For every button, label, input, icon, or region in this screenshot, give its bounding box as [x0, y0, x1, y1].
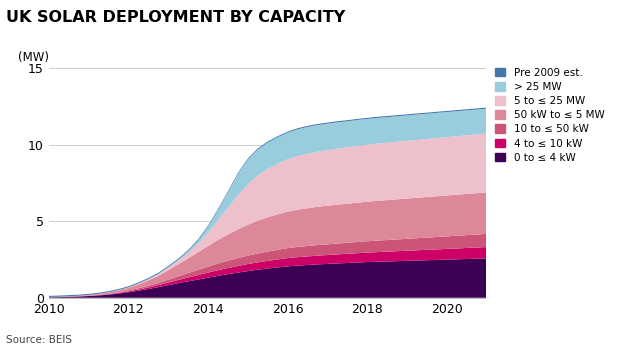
Text: Source: BEIS: Source: BEIS — [6, 334, 72, 345]
Text: UK SOLAR DEPLOYMENT BY CAPACITY: UK SOLAR DEPLOYMENT BY CAPACITY — [6, 10, 346, 25]
Text: (MW): (MW) — [18, 50, 49, 64]
Legend: Pre 2009 est., > 25 MW, 5 to ≤ 25 MW, 50 kW to ≤ 5 MW, 10 to ≤ 50 kW, 4 to ≤ 10 : Pre 2009 est., > 25 MW, 5 to ≤ 25 MW, 50… — [490, 64, 608, 167]
